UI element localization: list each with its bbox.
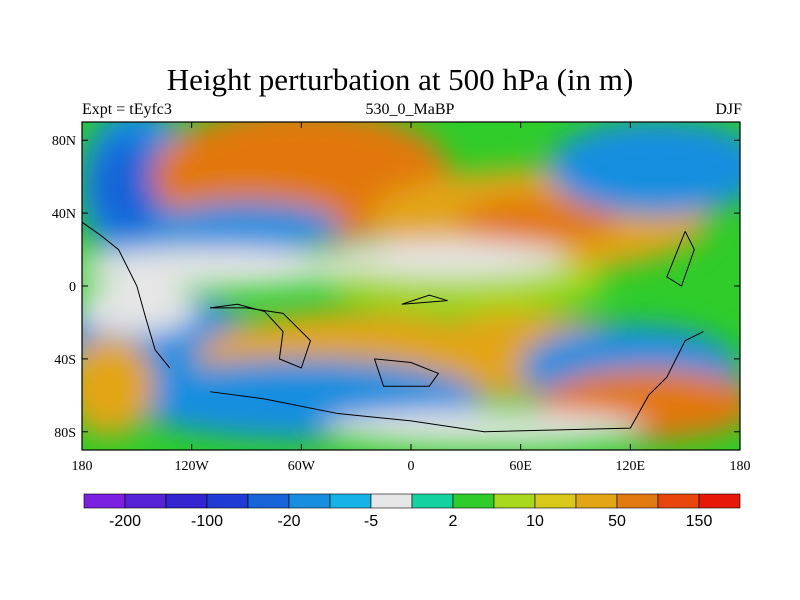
colorbar-label: -20 <box>277 513 300 530</box>
colorbar-label: -5 <box>364 513 378 530</box>
y-tick-label: 40S <box>54 353 76 368</box>
coastline <box>209 331 704 433</box>
x-tick-label: 120W <box>175 459 210 474</box>
colorbar-swatch <box>534 493 577 509</box>
colorbar-swatch <box>411 493 454 509</box>
period-label: 530_0_MaBP <box>365 101 455 118</box>
colorbar-swatch <box>452 493 495 509</box>
colorbar: -200 -100 -20 -5 2 10 50 150 <box>83 493 741 530</box>
colorbar-swatch <box>83 493 126 509</box>
colorbar-swatch <box>616 493 659 509</box>
coastline <box>401 294 448 305</box>
x-tick-label: 120E <box>616 459 646 474</box>
colorbar-swatch <box>698 493 741 509</box>
colorbar-label: -100 <box>191 513 223 530</box>
neutral-band <box>324 410 645 447</box>
coastline-outlines <box>82 221 704 433</box>
map-field <box>82 122 740 450</box>
colorbar-swatch <box>657 493 700 509</box>
colorbar-label: 150 <box>686 513 713 530</box>
colorbar-label: 50 <box>608 513 626 530</box>
y-tick-label: 80N <box>52 134 76 149</box>
axis-ticks: 180 120W 60W 0 60E 120E 180 80N 40N 0 40S 80S <box>52 122 751 474</box>
x-tick-label: 60W <box>288 459 316 474</box>
field-arctic-siberia-low <box>547 122 740 216</box>
x-tick-label: 60E <box>509 459 532 474</box>
colorbar-swatch <box>370 493 413 509</box>
colorbar-swatch <box>206 493 249 509</box>
field-north-atlantic-high-core <box>197 135 388 212</box>
field-eurasia-high-core <box>458 196 619 245</box>
coastline <box>373 358 440 387</box>
colorbar-label: 2 <box>449 513 458 530</box>
colorbar-swatch <box>575 493 618 509</box>
x-tick-label: 180 <box>730 459 751 474</box>
chart-title: Height perturbation at 500 hPa (in m) <box>166 62 634 97</box>
experiment-label: Expt = tEyfc3 <box>82 101 172 118</box>
colorbar-swatch <box>165 493 208 509</box>
coastline <box>666 231 695 287</box>
season-label: DJF <box>715 101 742 118</box>
x-tick-label: 180 <box>72 459 93 474</box>
field-north-pacific-low-core <box>91 137 164 234</box>
x-tick-label: 0 <box>408 459 415 474</box>
field-subtropical-low <box>151 201 342 254</box>
colorbar-swatch <box>329 493 372 509</box>
colorbar-swatch <box>124 493 167 509</box>
y-tick-label: 0 <box>69 280 76 295</box>
y-tick-label: 40N <box>52 207 76 222</box>
colorbar-swatch <box>247 493 290 509</box>
coastline <box>209 303 312 369</box>
colorbar-swatch <box>288 493 331 509</box>
field-southeast-pacific-high <box>82 336 155 437</box>
coastline <box>82 221 171 369</box>
neutral-band <box>82 247 350 288</box>
colorbar-swatch <box>493 493 536 509</box>
neutral-band <box>82 281 197 334</box>
y-tick-label: 80S <box>54 426 76 441</box>
colorbar-label: 10 <box>526 513 544 530</box>
colorbar-label: -200 <box>109 513 141 530</box>
neutral-band <box>327 240 568 277</box>
